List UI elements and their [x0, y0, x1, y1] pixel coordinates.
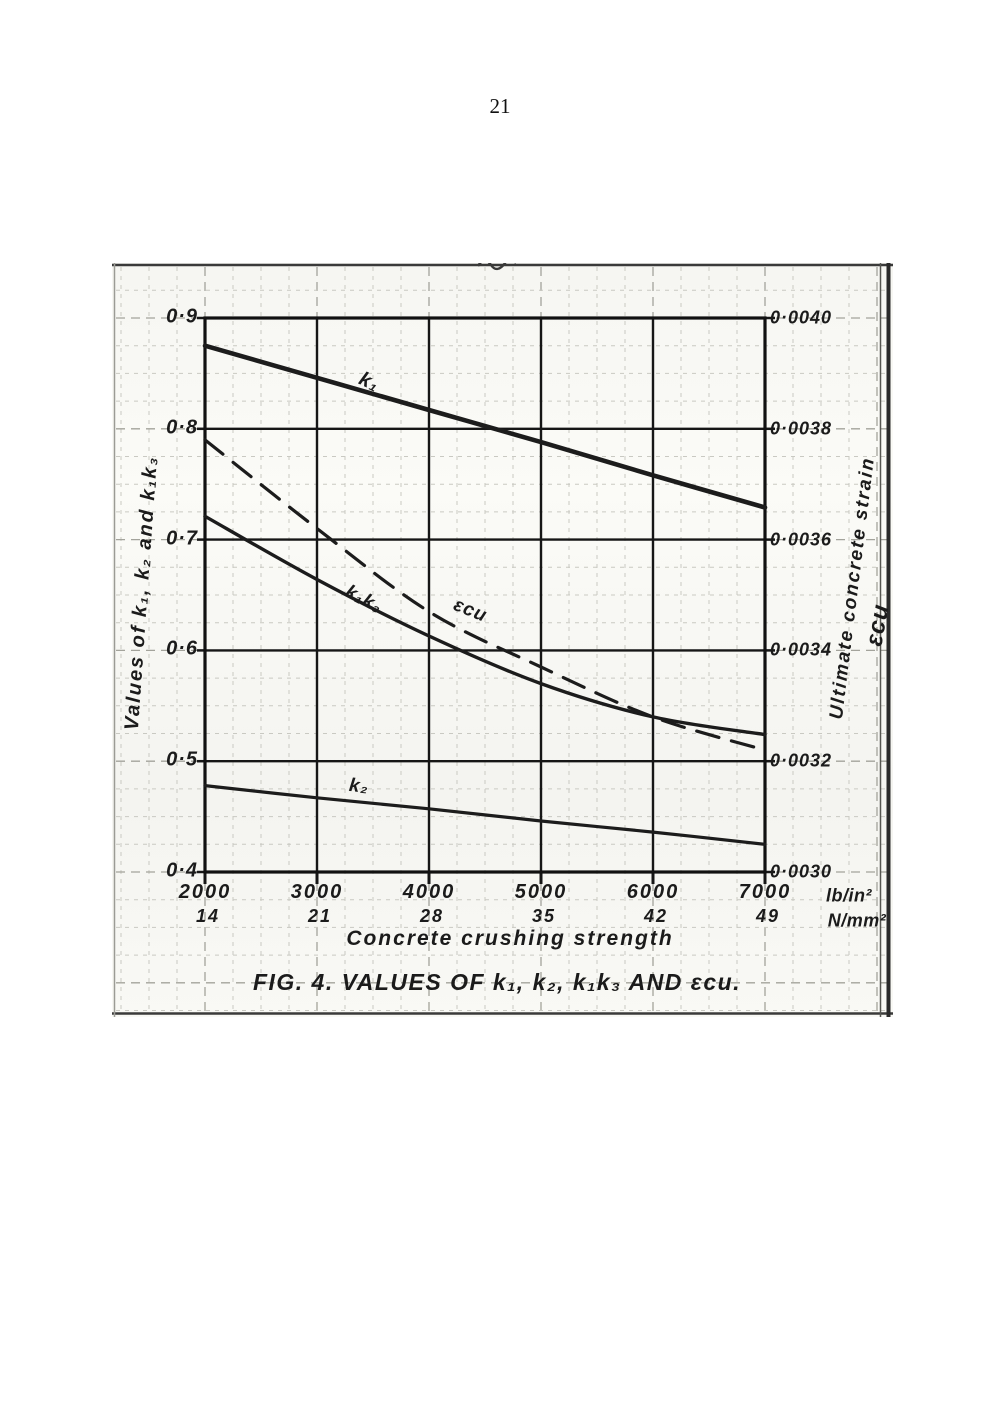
scanned-figure: Values of k₁, k₂ and k₁k₃ Ultimate concr… — [112, 263, 894, 1017]
tick-label: 35 — [531, 906, 557, 926]
x-axis-unit-primary: lb/in² — [826, 885, 872, 906]
tick-label: 0·0038 — [770, 418, 833, 439]
tick-label: 14 — [195, 906, 221, 926]
tick-label: 0·9 — [166, 305, 198, 328]
tick-label: 42 — [643, 906, 669, 926]
tick-label: 0·6 — [166, 637, 198, 660]
tick-label: 49 — [755, 906, 781, 926]
tick-label: 0·0032 — [770, 750, 833, 771]
tick-label: 28 — [419, 906, 445, 926]
x-axis-unit-secondary: N/mm² — [827, 910, 887, 931]
tick-label: 5000 — [514, 881, 568, 903]
figure-chart-svg — [112, 263, 893, 1017]
tick-label: 21 — [307, 906, 333, 926]
tick-label: 6000 — [626, 881, 680, 903]
tick-label: 4000 — [402, 881, 456, 903]
tick-label: 3000 — [290, 881, 344, 903]
tick-label: 0·4 — [166, 859, 198, 882]
figure-caption: FIG. 4. VALUES OF k₁, k₂, k₁k₃ AND εcu. — [252, 969, 742, 995]
tick-label: 0·8 — [166, 416, 198, 439]
curve-label-k2: k₂ — [348, 775, 370, 798]
tick-label: 0·5 — [166, 748, 198, 771]
tick-label: 0·0040 — [770, 307, 833, 328]
tick-label: 7000 — [738, 881, 792, 903]
page-number: 21 — [489, 94, 511, 118]
tick-label: 0·0030 — [770, 861, 833, 882]
tick-label: 0·7 — [166, 527, 198, 550]
x-axis-title: Concrete crushing strength — [346, 927, 674, 950]
tick-label: 2000 — [178, 881, 232, 903]
tick-label: 0·0036 — [770, 529, 833, 550]
tick-label: 0·0034 — [770, 639, 833, 660]
